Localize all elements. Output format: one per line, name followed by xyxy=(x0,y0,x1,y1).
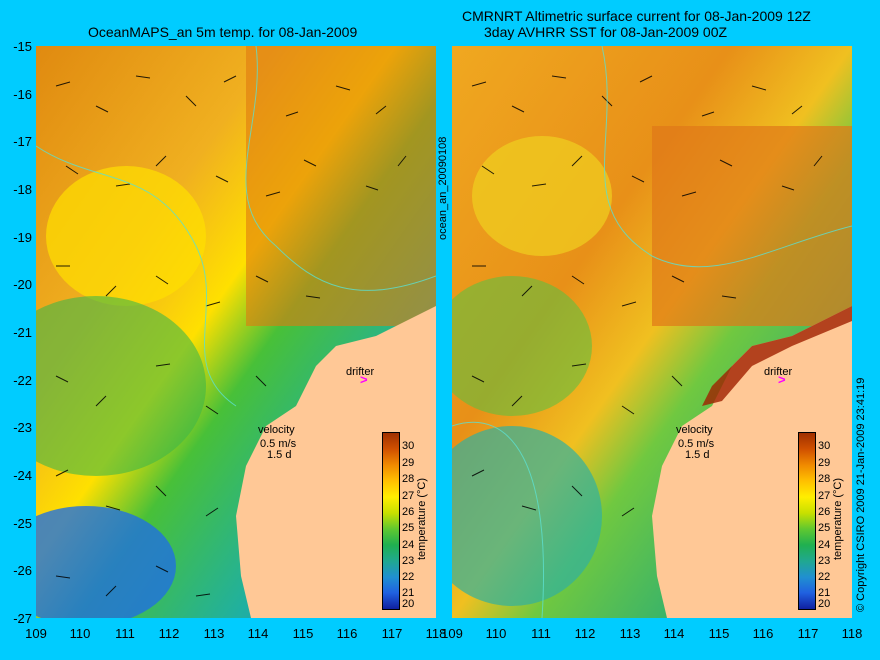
lat-tick: -18 xyxy=(13,182,32,197)
left-temperature-map xyxy=(36,46,436,618)
lon-tick: 118 xyxy=(841,626,863,641)
lon-tick: 110 xyxy=(69,626,91,641)
left-drifter-label: drifter xyxy=(346,366,375,378)
lon-tick: 114 xyxy=(663,626,685,641)
lon-tick: 115 xyxy=(292,626,314,641)
lon-tick: 118 xyxy=(425,626,447,641)
cb-tick: 29 xyxy=(402,457,415,469)
lat-tick: -26 xyxy=(13,563,32,578)
lon-tick: 112 xyxy=(574,626,596,641)
lat-tick: -15 xyxy=(13,39,32,54)
lat-tick: -23 xyxy=(13,420,32,435)
cb-tick: 27 xyxy=(402,490,415,502)
left-title: OceanMAPS_an 5m temp. for 08-Jan-2009 xyxy=(88,24,358,40)
right-velocity-scale: 0.5 m/s xyxy=(678,438,715,450)
right-colorbar xyxy=(798,432,816,610)
lon-tick: 113 xyxy=(619,626,641,641)
lon-tick: 117 xyxy=(797,626,819,641)
cb-tick: 29 xyxy=(818,457,831,469)
lat-tick: -19 xyxy=(13,230,32,245)
cb-tick: 25 xyxy=(402,522,415,534)
lat-tick: -16 xyxy=(13,87,32,102)
cb-tick: 21 xyxy=(402,587,415,599)
left-velocity-scale: 0.5 m/s xyxy=(260,438,297,450)
right-title-line2: 3day AVHRR SST for 08-Jan-2009 00Z xyxy=(484,24,728,40)
right-map-panel xyxy=(452,46,852,618)
side-run-label: ocean_an_20090108 xyxy=(437,136,449,240)
lon-tick: 112 xyxy=(158,626,180,641)
cb-tick: 26 xyxy=(818,506,831,518)
lon-tick: 109 xyxy=(25,626,47,641)
left-velocity-days: 1.5 d xyxy=(267,449,292,461)
left-drifter-marker: > xyxy=(360,372,368,387)
lat-tick: -22 xyxy=(13,373,32,388)
cb-tick: 21 xyxy=(818,587,831,599)
right-velocity-label: velocity xyxy=(676,424,713,436)
lat-tick: -27 xyxy=(13,611,32,626)
cb-tick: 20 xyxy=(818,598,831,610)
cb-tick: 27 xyxy=(818,490,831,502)
lon-tick: 111 xyxy=(531,626,551,641)
cb-tick: 22 xyxy=(818,571,831,583)
cb-tick: 20 xyxy=(402,598,415,610)
lat-tick: -24 xyxy=(13,468,32,483)
lon-tick: 116 xyxy=(752,626,774,641)
cb-tick: 28 xyxy=(402,473,415,485)
cb-tick: 25 xyxy=(818,522,831,534)
cb-tick: 24 xyxy=(818,539,831,551)
right-colorbar-label: temperature (°C) xyxy=(832,477,844,560)
left-colorbar xyxy=(382,432,400,610)
cb-tick: 23 xyxy=(402,555,415,567)
cb-tick: 30 xyxy=(402,440,415,452)
lon-tick: 116 xyxy=(336,626,358,641)
lat-tick: -25 xyxy=(13,516,32,531)
lat-tick: -21 xyxy=(13,325,32,340)
lon-tick: 115 xyxy=(708,626,730,641)
lon-tick: 111 xyxy=(115,626,135,641)
lat-tick: -17 xyxy=(13,134,32,149)
cb-tick: 26 xyxy=(402,506,415,518)
cb-tick: 24 xyxy=(402,539,415,551)
right-drifter-label: drifter xyxy=(764,366,793,378)
lat-tick: -20 xyxy=(13,277,32,292)
cb-tick: 30 xyxy=(818,440,831,452)
lon-tick: 117 xyxy=(381,626,403,641)
lon-tick: 109 xyxy=(441,626,463,641)
left-velocity-label: velocity xyxy=(258,424,295,436)
lon-tick: 113 xyxy=(203,626,225,641)
cb-tick: 28 xyxy=(818,473,831,485)
right-velocity-days: 1.5 d xyxy=(685,449,710,461)
lon-tick: 110 xyxy=(485,626,507,641)
left-map-panel xyxy=(36,46,436,618)
cb-tick: 22 xyxy=(402,571,415,583)
right-drifter-marker: > xyxy=(778,372,786,387)
lon-tick: 114 xyxy=(247,626,269,641)
left-colorbar-label: temperature (°C) xyxy=(416,477,428,560)
right-title-line1: CMRNRT Altimetric surface current for 08… xyxy=(462,8,811,24)
copyright-label: © Copyright CSIRO 2009 21-Jan-2009 23:41… xyxy=(855,377,867,612)
right-temperature-map xyxy=(452,46,852,618)
cb-tick: 23 xyxy=(818,555,831,567)
